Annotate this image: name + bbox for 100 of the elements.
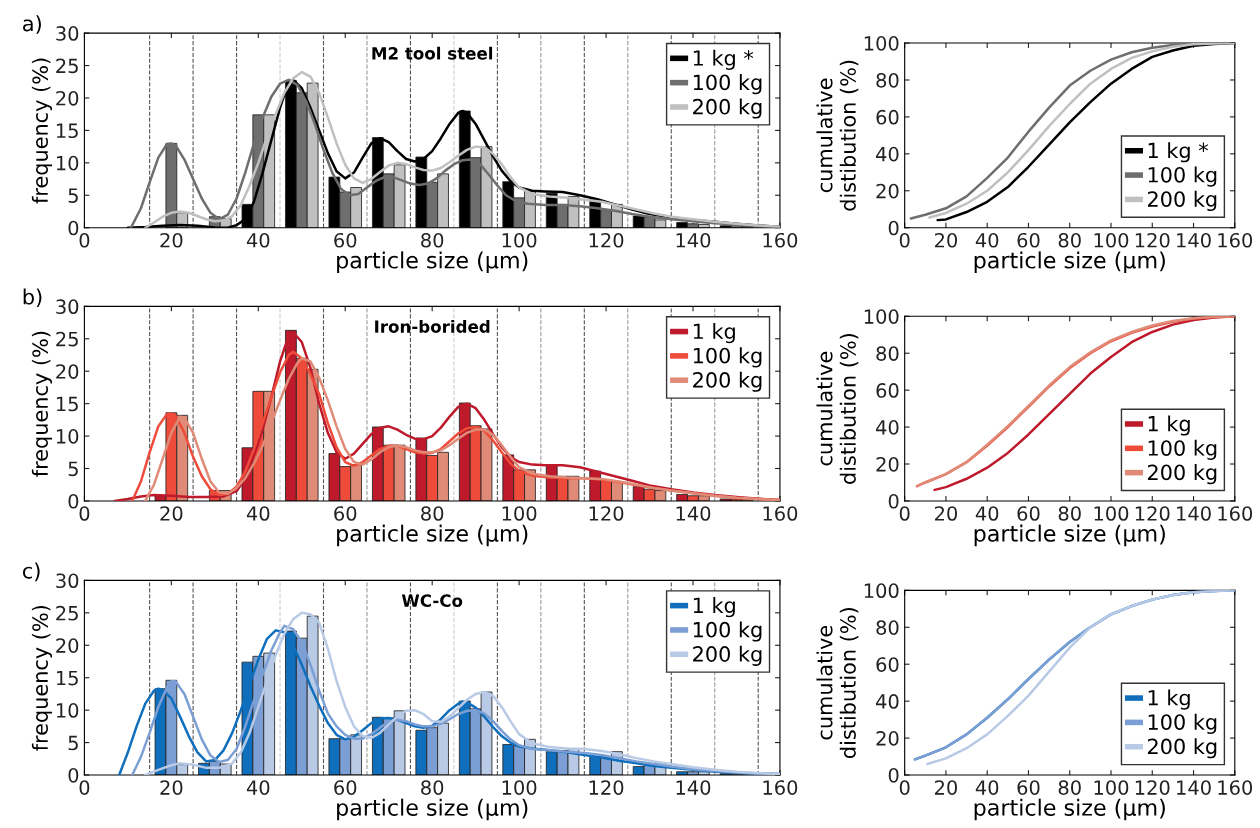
legend-label: 100 kg [1148,713,1217,735]
y-tick-label: 30 [56,26,79,41]
y-tick-label: 10 [56,155,79,171]
y-tick-label: 5 [68,461,78,477]
x-tick-label: 120 [1135,780,1170,795]
x-tick-label: 0 [899,506,910,521]
x-tick-label: 40 [975,780,999,795]
x-tick-label: 20 [160,232,183,248]
x-tick-label: 160 [763,232,798,248]
y-tick-label: 0 [68,220,79,236]
legend-label: 100 kg [1148,166,1217,187]
x-tick-label: 80 [421,506,444,521]
legend-label: 1 kg [1148,415,1190,436]
y-tick-label: 20 [56,90,79,106]
x-tick-label: 100 [1094,780,1129,795]
y-tick-label: 60 [876,657,899,672]
legend-label: 200 kg [1147,464,1217,485]
x-tick-label: 160 [1218,506,1253,521]
x-tick-label: 40 [246,232,270,248]
y-tick-label: 80 [876,72,899,88]
y-tick-label: 40 [876,694,899,709]
x-axis-title: particle size (µm) [337,798,528,821]
legend-label: 200 kg [1147,190,1217,212]
x-tick-label: 120 [589,780,624,795]
x-tick-label: 160 [1218,780,1253,795]
text: Iron-borided [375,319,490,333]
legend-label: 200 kg [693,371,762,392]
y-tick-label: 15 [56,123,78,139]
x-tick-label: 100 [1094,232,1129,248]
x-tick-label: 120 [1135,232,1170,248]
y-tick-label: 25 [56,331,78,347]
text: a) [23,15,41,34]
x-tick-label: 120 [589,506,624,521]
x-tick-label: 60 [334,506,357,521]
x-tick-label: 120 [1135,506,1170,521]
x-tick-label: 0 [899,780,910,795]
text: c) [22,562,40,582]
y-tick-label: 60 [876,109,899,125]
y-tick-label: 40 [876,420,899,435]
x-tick-label: 0 [899,232,910,248]
text: M2 tool steel [372,46,493,60]
legend-label: 1 kg * [693,49,754,70]
x-tick-label: 20 [160,506,183,521]
x-tick-label: 80 [1058,232,1081,248]
y-tick-label: 30 [56,573,79,589]
legend-label: 100 kg [1148,439,1217,460]
x-tick-label: 160 [763,780,798,795]
x-tick-label: 80 [1058,506,1081,521]
x-tick-label: 0 [79,780,90,795]
x-tick-label: 20 [935,232,958,248]
legend-label: 100 kg [693,621,762,642]
x-axis-title: particle size (µm) [337,524,528,547]
y-axis-title: frequency (%) [31,331,53,477]
y-tick-label: 25 [56,58,78,74]
y-tick-label: 100 [864,583,899,599]
legend-label: 1 kg [693,323,735,344]
x-tick-label: 40 [975,506,999,521]
y-tick-label: 20 [876,456,899,472]
x-tick-label: 40 [246,780,270,795]
y-tick-label: 15 [56,670,78,686]
x-tick-label: 40 [975,232,999,248]
x-axis-title: particle size (µm) [974,524,1165,547]
y-tick-label: 5 [68,188,78,203]
x-tick-label: 140 [676,506,711,521]
y-axis-title: frequency (%) [31,605,53,751]
x-axis-title: particle size (µm) [337,251,528,273]
legend-label: 1 kg [693,597,735,618]
x-tick-label: 80 [421,780,444,795]
legend-label: 100 kg [693,74,762,95]
y-axis-title: frequency (%) [31,58,53,204]
x-tick-label: 160 [1218,232,1253,248]
y-tick-label: 20 [876,183,899,199]
x-tick-label: 60 [1017,232,1040,248]
x-tick-label: 100 [1094,506,1129,521]
y-tick-label: 80 [876,346,899,361]
x-tick-label: 0 [79,506,90,521]
x-tick-label: 140 [1177,232,1211,248]
x-tick-label: 0 [79,232,90,248]
x-tick-label: 140 [676,780,711,795]
y-tick-label: 25 [56,605,78,621]
x-tick-label: 20 [935,780,958,795]
x-axis-title: particle size (µm) [974,798,1165,821]
y-tick-label: 0 [888,220,899,236]
y-tick-label: 30 [56,299,79,315]
y-tick-label: 40 [876,146,899,162]
x-tick-label: 140 [1177,506,1211,521]
y-tick-label: 20 [56,638,79,653]
x-axis-title: particle size (µm) [974,251,1165,273]
x-tick-label: 60 [334,780,357,795]
x-tick-label: 40 [246,506,270,521]
legend-label: 200 kg [1147,738,1217,759]
y-tick-label: 0 [888,767,899,783]
y-tick-label: 0 [68,767,79,783]
x-tick-label: 100 [502,506,537,521]
x-tick-label: 60 [1017,780,1040,795]
text: WC-Co [401,594,463,607]
y-tick-label: 0 [68,493,79,509]
x-tick-label: 80 [1058,780,1081,795]
y-tick-label: 10 [56,429,79,444]
y-tick-label: 100 [864,309,899,324]
